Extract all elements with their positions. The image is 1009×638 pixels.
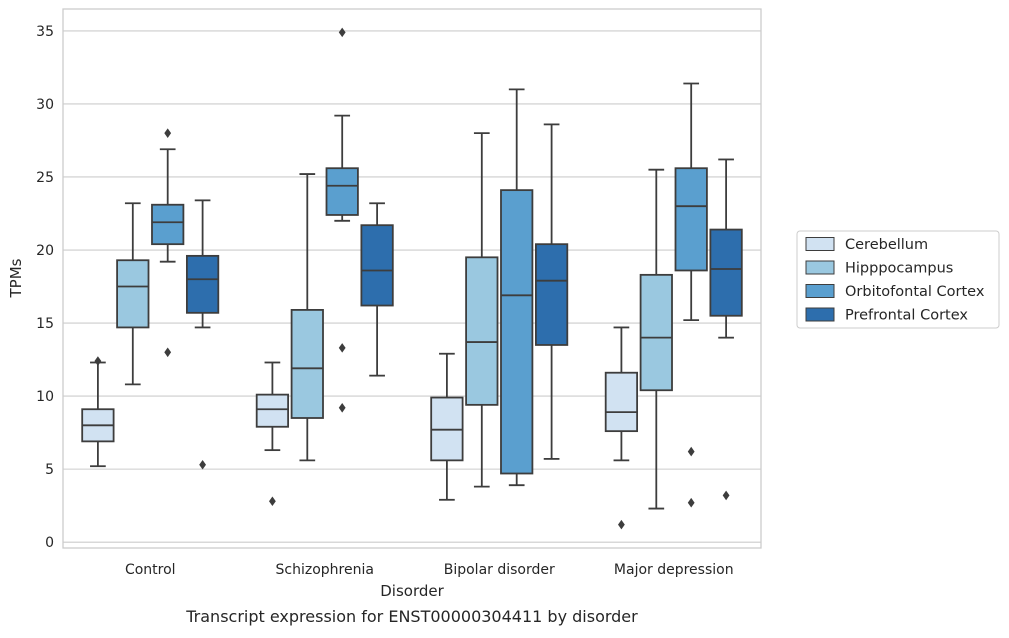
box-group (604, 326, 639, 530)
outlier-point (338, 27, 346, 38)
legend-label: Orbitofontal Cortex (845, 284, 985, 300)
y-axis-title: TPMs (7, 258, 25, 298)
box-iqr (534, 243, 569, 346)
x-axis-title: Disorder (380, 582, 444, 600)
box-iqr (604, 371, 639, 433)
y-tick-label: 20 (36, 243, 54, 259)
y-tick-label: 30 (36, 97, 54, 113)
box-group (534, 123, 569, 460)
y-tick-label: 35 (36, 24, 54, 40)
box-iqr (185, 254, 220, 314)
x-tick-label: Bipolar disorder (444, 562, 555, 578)
plot-frame (62, 8, 762, 549)
box-group (360, 202, 394, 377)
box-group (185, 199, 220, 470)
legend-label: Hipppocampus (845, 261, 953, 277)
chart-caption: Transcript expression for ENST0000030441… (185, 607, 638, 626)
x-tick-label: Schizophrenia (276, 562, 374, 578)
box-iqr (151, 203, 185, 246)
box-group (500, 88, 534, 487)
box-iqr (325, 167, 359, 216)
box-group (709, 158, 743, 501)
box-iqr (674, 167, 708, 272)
box-group (116, 202, 150, 386)
legend-swatch (805, 237, 835, 251)
outlier-point (338, 402, 346, 413)
box-group (639, 168, 673, 510)
outlier-point (687, 446, 695, 457)
box-group (430, 352, 464, 501)
legend-label: Prefrontal Cortex (845, 308, 968, 324)
box-iqr (116, 259, 150, 329)
x-tick-label: Control (125, 562, 176, 578)
outlier-point (164, 347, 172, 358)
box-iqr (709, 228, 743, 317)
box-group (325, 27, 359, 413)
outlier-point (164, 128, 172, 138)
grid-layer (63, 30, 761, 543)
legend-swatch (805, 260, 835, 275)
outlier-point (94, 356, 102, 366)
box-iqr (639, 273, 673, 392)
box-group (81, 356, 115, 468)
y-tick-label: 10 (36, 389, 54, 405)
box-iqr (255, 393, 290, 428)
axis-layer: 0 5 10 15 20 25 30 35 Control Schizophrenia Bipola… (36, 24, 733, 578)
legend-frame (796, 230, 1000, 329)
box-group (290, 173, 324, 462)
y-tick-label: 25 (36, 170, 54, 186)
outlier-point (269, 496, 276, 507)
outlier-point (618, 519, 625, 530)
y-tick-label: 5 (45, 462, 54, 478)
outlier-point (687, 497, 695, 508)
box-iqr (360, 224, 394, 307)
legend-swatch (805, 284, 835, 298)
outlier-point (338, 343, 346, 353)
box-group (674, 82, 708, 508)
box-group (151, 128, 185, 358)
outlier-point (722, 490, 730, 501)
y-tick-label: 15 (36, 316, 54, 332)
box-layer (81, 27, 743, 530)
box-group (465, 132, 499, 488)
box-group (255, 361, 290, 507)
box-iqr (290, 309, 324, 419)
legend: Cerebellum Hipppocampus Orbitofontal Corte… (796, 230, 1000, 329)
box-iqr (500, 189, 534, 475)
box-iqr (465, 256, 499, 406)
y-tick-label: 0 (45, 535, 54, 551)
legend-swatch (805, 307, 835, 322)
outlier-point (199, 459, 206, 470)
legend-label: Cerebellum (845, 237, 928, 253)
x-tick-label: Major depression (614, 562, 734, 578)
